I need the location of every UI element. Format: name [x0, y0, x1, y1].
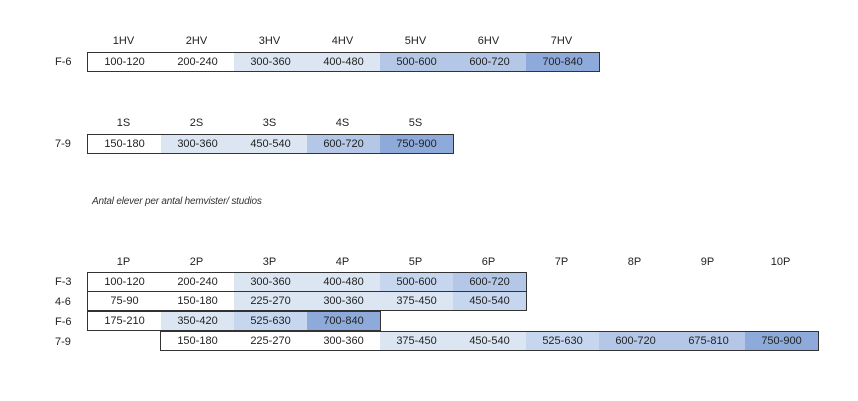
table-cell: 450-540: [234, 135, 307, 153]
row-label: 7-9: [55, 336, 71, 348]
table-cell: 150-180: [161, 292, 234, 310]
table-row: 150-180 300-360 450-540 600-720 750-900: [87, 134, 454, 154]
table-cell: 375-450: [380, 292, 453, 310]
table-row: 100-120 200-240 300-360 400-480 500-600 600-7…: [87, 272, 527, 292]
caption: Antal elever per antal hemvister/ studio…: [92, 196, 262, 207]
table-cell: 200-240: [161, 53, 234, 71]
table-cell: 750-900: [745, 332, 818, 350]
table-cell: 525-630: [526, 332, 599, 350]
column-header: 2P: [189, 256, 204, 268]
column-header: 6P: [481, 256, 496, 268]
column-header: 9P: [700, 256, 715, 268]
table-cell: 75-90: [88, 292, 161, 310]
row-label: 4-6: [55, 296, 71, 308]
table-cell: 100-120: [88, 273, 161, 291]
table-cell: 100-120: [88, 53, 161, 71]
table-cell: 675-810: [672, 332, 745, 350]
column-header: 5HV: [404, 35, 427, 47]
table-cell: 700-840: [307, 312, 380, 330]
column-header: 3P: [262, 256, 277, 268]
table-row: 150-180 225-270 300-360 375-450 450-540 525-6…: [160, 331, 819, 351]
table-cell: 600-720: [453, 273, 526, 291]
column-header: 2S: [189, 117, 204, 129]
table-row: 75-90 150-180 225-270 300-360 375-450 450-540: [87, 291, 527, 311]
column-header: 6HV: [477, 35, 500, 47]
table-cell: 300-360: [234, 53, 307, 71]
column-header: 8P: [627, 256, 642, 268]
column-header: 7P: [554, 256, 569, 268]
table-row: 175-210 350-420 525-630 700-840: [87, 311, 381, 331]
table-cell: 225-270: [234, 332, 307, 350]
table-cell: 300-360: [234, 273, 307, 291]
table-cell: 150-180: [161, 332, 234, 350]
column-header: 1S: [116, 117, 131, 129]
column-header: 3S: [262, 117, 277, 129]
table-cell: 450-540: [453, 332, 526, 350]
column-header: 3HV: [258, 35, 281, 47]
row-label: F-3: [55, 276, 72, 288]
table-cell: 500-600: [380, 53, 453, 71]
table-cell: 175-210: [88, 312, 161, 330]
table-cell: 700-840: [526, 53, 599, 71]
table-cell: 450-540: [453, 292, 526, 310]
row-label: F-6: [55, 56, 72, 68]
table-cell: 750-900: [380, 135, 453, 153]
column-header: 7HV: [550, 35, 573, 47]
table-cell: 525-630: [234, 312, 307, 330]
table-cell: 300-360: [307, 292, 380, 310]
column-header: 2HV: [185, 35, 208, 47]
table-cell: 200-240: [161, 273, 234, 291]
column-header: 4HV: [331, 35, 354, 47]
column-header: 1HV: [112, 35, 135, 47]
table-cell: 350-420: [161, 312, 234, 330]
column-header: 5P: [408, 256, 423, 268]
table-cell: 225-270: [234, 292, 307, 310]
column-header: 5S: [408, 117, 423, 129]
table-cell: 400-480: [307, 53, 380, 71]
table-cell: 600-720: [599, 332, 672, 350]
table-cell: 300-360: [307, 332, 380, 350]
table-cell: 300-360: [161, 135, 234, 153]
column-header: 4P: [335, 256, 350, 268]
column-header: 4S: [335, 117, 350, 129]
row-label: F-6: [55, 316, 72, 328]
table-cell: 375-450: [380, 332, 453, 350]
table-cell: 500-600: [380, 273, 453, 291]
table-row: 100-120 200-240 300-360 400-480 500-600 600-7…: [87, 52, 600, 72]
table-cell: 600-720: [307, 135, 380, 153]
table-cell: 150-180: [88, 135, 161, 153]
table-cell: 400-480: [307, 273, 380, 291]
table-cell: 600-720: [453, 53, 526, 71]
column-header: 10P: [770, 256, 791, 268]
row-label: 7-9: [55, 138, 71, 150]
column-header: 1P: [116, 256, 131, 268]
